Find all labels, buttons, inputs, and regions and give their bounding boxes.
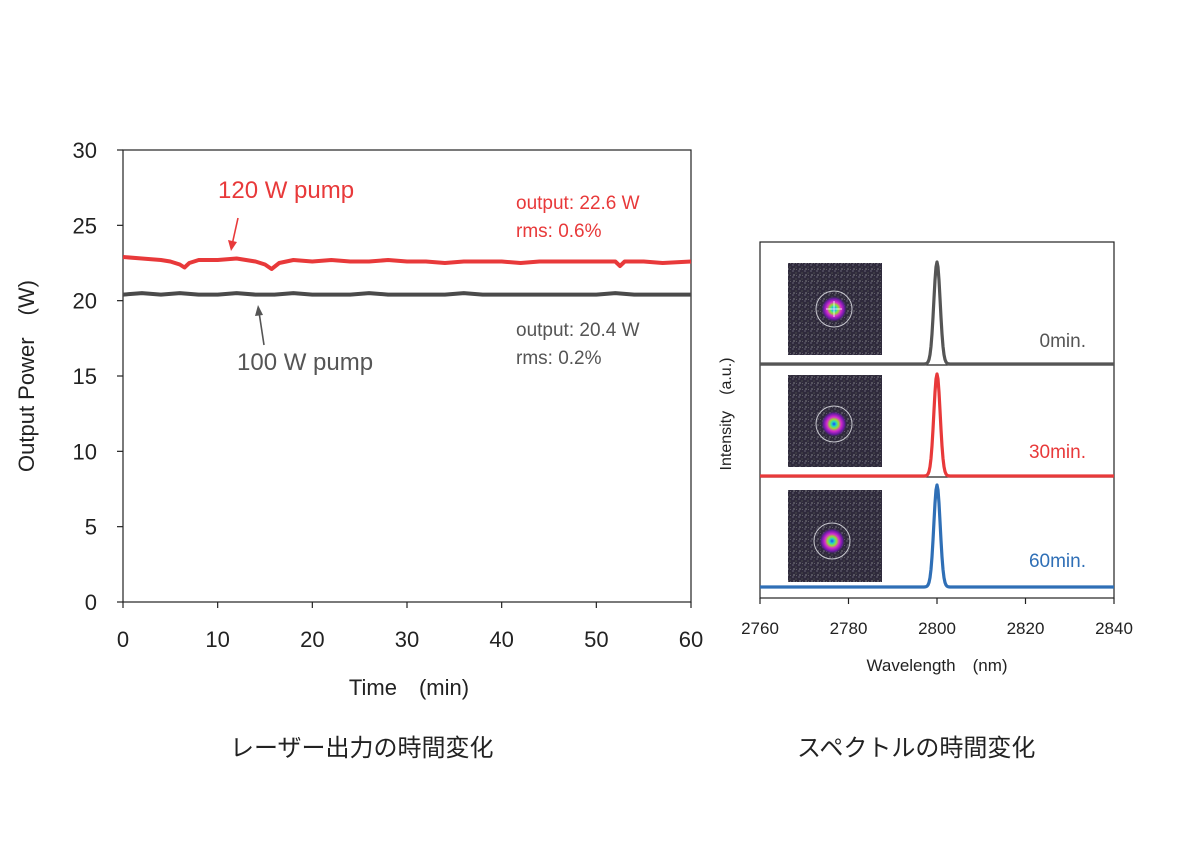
annotation-rms-gray: rms: 0.2% [516,348,602,369]
x-tick-label: 10 [205,627,229,652]
y-tick-label: 25 [73,213,97,238]
beam-profile-60min [788,490,882,582]
arrow-120w [231,217,239,246]
y-axis-ticks: 0 5 10 15 20 25 30 [73,138,123,615]
arrow-100w [258,311,265,346]
x-tick-label: 0 [117,627,129,652]
x-tick-label-right: 2760 [741,619,779,638]
spectrum-line-0 [759,260,1115,366]
output-power-chart: 0 5 10 15 20 25 30 0 10 20 30 40 50 60 Output Power … [14,138,703,700]
x-axis-label: Time (min) [349,675,469,700]
caption-left: レーザー出力の時間変化 [230,734,494,762]
x-tick-label: 40 [489,627,513,652]
beam-profile-0min [788,263,882,355]
spectrum-line-1 [759,372,1115,478]
y-tick-label: 5 [85,515,97,540]
y-tick-label: 20 [73,289,97,314]
y-axis-label: Output Power (W) [14,280,39,472]
y-axis-label-right: Intensity (a.u.) [718,358,735,471]
arrow-head-120w [228,240,237,251]
spectrum-chart: 2760 2780 2800 2820 2840 Intensity (a.u.) Wa… [718,241,1133,675]
series-line-120w [122,255,692,271]
beam-profile-30min [788,375,882,467]
x-tick-label-right: 2780 [830,619,868,638]
annotation-rms-red: rms: 0.6% [516,221,602,242]
x-tick-label: 60 [679,627,703,652]
x-tick-label: 20 [300,627,324,652]
x-tick-label-right: 2800 [918,619,956,638]
x-tick-label: 30 [395,627,419,652]
series-label-60min: 60min. [1029,551,1086,572]
series-line-100w [122,291,691,297]
series-lines [122,255,692,297]
y-tick-label: 10 [73,439,97,464]
plot-frame [122,149,692,603]
y-tick-label: 0 [85,590,97,615]
annotation-100w-pump: 100 W pump [237,349,373,376]
series-label-0min: 0min. [1040,331,1086,352]
series-label-30min: 30min. [1029,442,1086,463]
annotation-120w-pump: 120 W pump [218,177,354,204]
spectrum-line-2 [759,483,1115,589]
spectrum-series [759,260,1115,589]
annotation-output-gray: output: 20.4 W [516,320,640,341]
x-tick-label: 50 [584,627,608,652]
y-tick-label: 30 [73,138,97,163]
y-tick-label: 15 [73,364,97,389]
x-axis-label-right: Wavelength (nm) [866,656,1007,675]
x-axis-ticks: 0 10 20 30 40 50 60 [117,602,703,652]
caption-right: スペクトルの時間変化 [797,734,1036,762]
x-tick-label-right: 2840 [1095,619,1133,638]
x-axis-ticks-right: 2760 2780 2800 2820 2840 [741,598,1133,638]
arrow-head-100w [255,305,263,316]
annotation-output-red: output: 22.6 W [516,193,640,214]
x-tick-label-right: 2820 [1007,619,1045,638]
